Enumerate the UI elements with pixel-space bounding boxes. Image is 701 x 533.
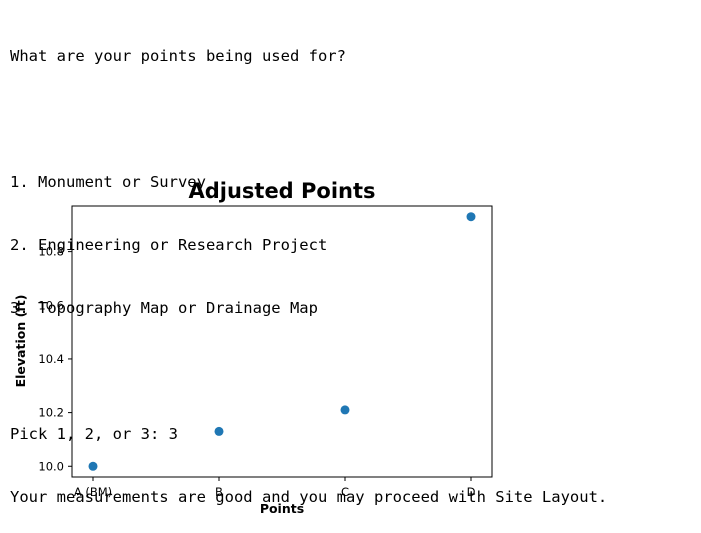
data-point (88, 461, 98, 471)
option-3: 3. Topography Map or Drainage Map (10, 299, 318, 317)
x-tick-label: C (341, 485, 349, 499)
y-axis: 10.0 10.2 10.4 10.6 10.8 (38, 245, 72, 473)
x-tick-label: B (215, 485, 223, 499)
data-points (88, 212, 476, 471)
x-tick-label: D (467, 485, 476, 499)
y-axis-label: Elevation (ft) (13, 295, 28, 388)
y-tick-label: 10.2 (38, 406, 64, 420)
x-axis-label: Points (260, 501, 304, 516)
x-tick-label: A (BM) (74, 485, 112, 499)
chart-container: Adjusted Points 10.0 10.2 10.4 10.6 10.8 A (… (0, 170, 701, 528)
scatter-chart: Adjusted Points 10.0 10.2 10.4 10.6 10.8 A (… (13, 179, 493, 516)
plot-area (71, 205, 493, 478)
data-point (214, 426, 224, 436)
pick-prompt: Pick 1, 2, or 3: 3 (10, 425, 178, 443)
blank-line (10, 109, 607, 130)
y-tick-label: 10.0 (38, 459, 64, 473)
option-2: 2. Engineering or Research Project (10, 236, 328, 254)
data-point (340, 405, 350, 415)
chart-title: Adjusted Points (188, 179, 375, 203)
y-tick-label: 10.4 (38, 352, 64, 366)
y-tick-label: 10.8 (38, 245, 64, 259)
x-axis: A (BM) B C D (74, 477, 476, 499)
data-point (466, 212, 476, 222)
option-1: 1. Monument or Survey (10, 173, 206, 191)
result-message: Your measurements are good and you may p… (10, 488, 608, 506)
console-output: What are your points being used for? 1. … (10, 4, 607, 529)
y-tick-label: 10.6 (38, 298, 64, 312)
prompt-question: What are your points being used for? (10, 47, 346, 65)
